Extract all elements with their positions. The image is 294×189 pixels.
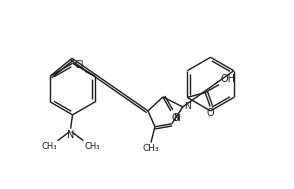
Text: O: O xyxy=(206,108,214,118)
Text: N: N xyxy=(184,102,191,111)
Text: CH₃: CH₃ xyxy=(84,142,100,151)
Text: N: N xyxy=(173,114,180,123)
Text: OH: OH xyxy=(220,74,235,84)
Text: Cl: Cl xyxy=(74,60,84,70)
Text: CH₃: CH₃ xyxy=(41,142,57,151)
Text: CH₃: CH₃ xyxy=(143,144,159,153)
Text: O: O xyxy=(172,113,179,123)
Text: N: N xyxy=(67,130,74,140)
